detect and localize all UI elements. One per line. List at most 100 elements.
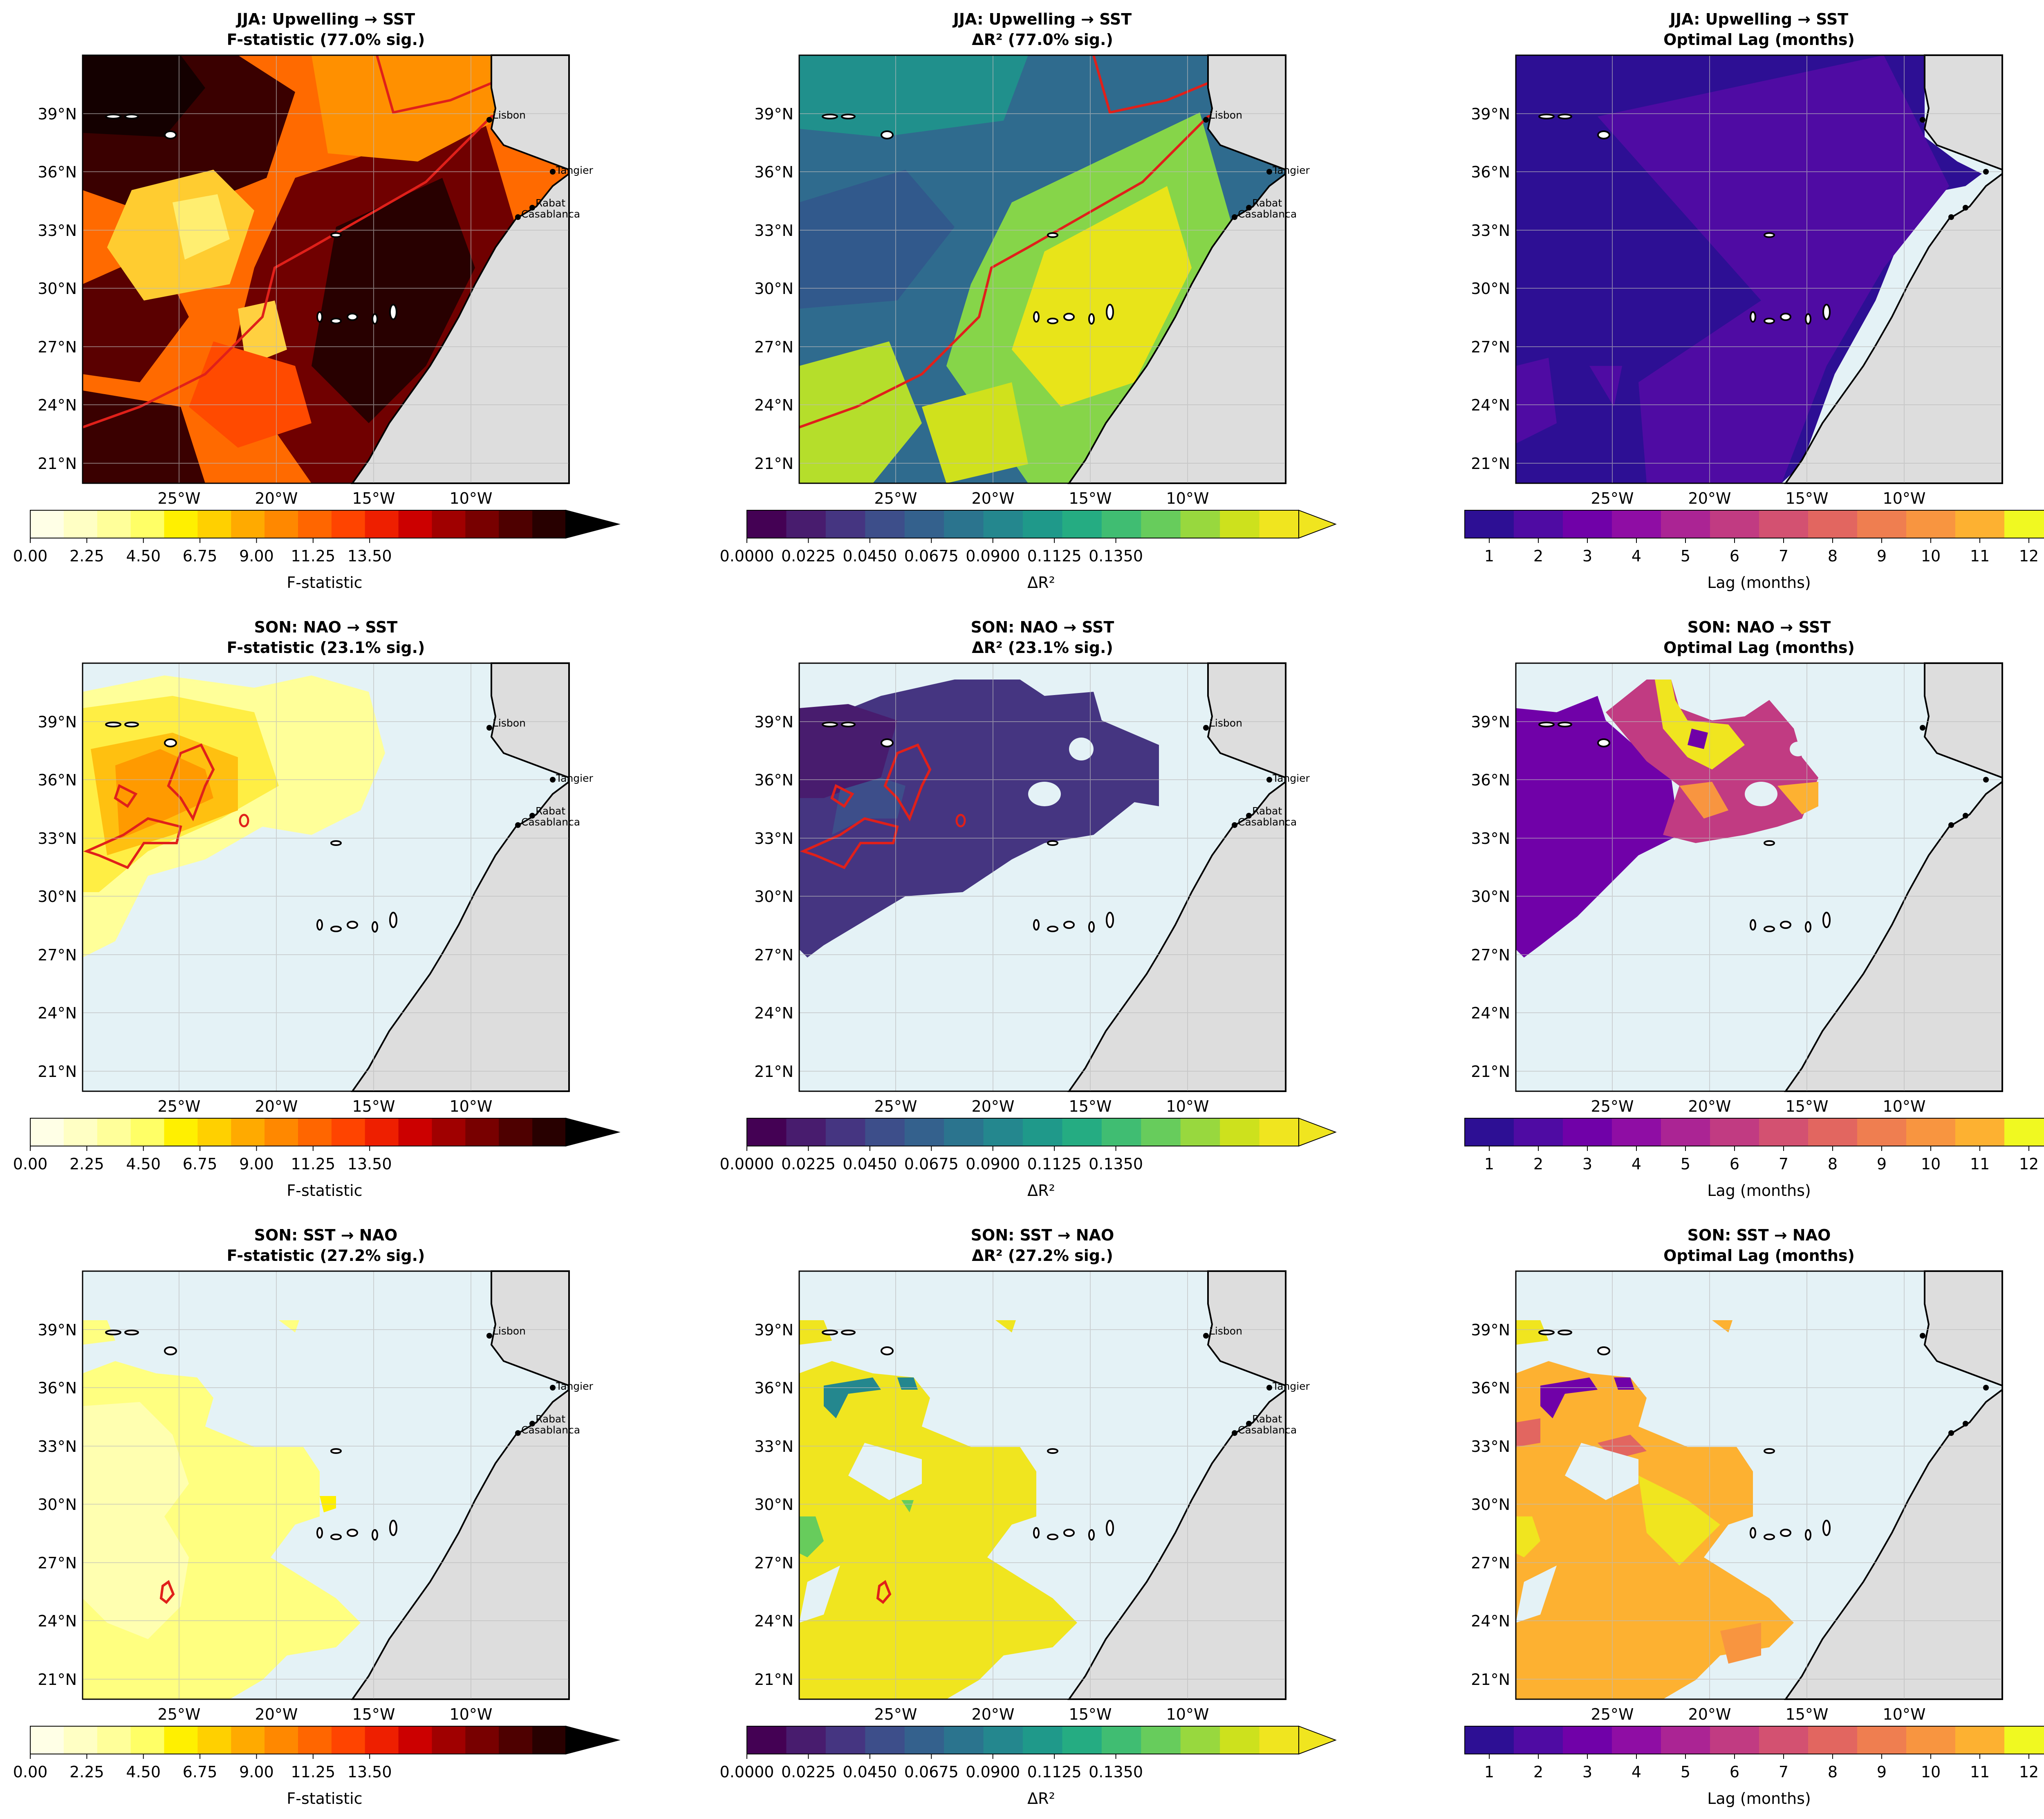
svg-text:36°N: 36°N xyxy=(754,163,793,181)
panel-title-line2: Optimal Lag (months) xyxy=(1663,1247,1855,1265)
panel-title-line1: SON: SST → NAO xyxy=(971,1226,1114,1244)
svg-text:20°W: 20°W xyxy=(1688,1705,1731,1723)
svg-text:30°N: 30°N xyxy=(754,280,793,298)
colorbar-extend-arrow xyxy=(1298,1117,1337,1147)
colorbar-lag: 1 2 3 4 5 6 7 8 9 10 11 12 Lag (months) xyxy=(1464,1118,2044,1200)
colorbar-cell xyxy=(197,510,231,538)
colorbar-tick-label: 0.1125 xyxy=(1027,547,1082,565)
map-frame xyxy=(798,54,1286,484)
svg-text:Casablanca: Casablanca xyxy=(521,816,580,828)
colorbar-cell xyxy=(1514,510,1563,538)
svg-text:10°W: 10°W xyxy=(1166,489,1209,507)
svg-text:33°N: 33°N xyxy=(1471,222,1510,240)
svg-text:Tangier: Tangier xyxy=(556,1380,593,1392)
fstat-field-layer xyxy=(83,663,569,1091)
colorbar-cell xyxy=(786,1726,826,1754)
colorbar-cell xyxy=(231,1118,265,1146)
colorbar-tick-label: 4 xyxy=(1632,1155,1641,1173)
colorbar-cell xyxy=(1612,1726,1661,1754)
panel-title-line1: SON: NAO → SST xyxy=(971,618,1114,636)
colorbar-cell xyxy=(1710,1726,1759,1754)
colorbar-cell xyxy=(1759,1726,1809,1754)
svg-text:27°N: 27°N xyxy=(1471,1554,1510,1572)
colorbar-tick-label: 3 xyxy=(1582,1763,1592,1781)
colorbar-tick-label: 9.00 xyxy=(239,1155,274,1173)
colorbar-tick-label: 0.00 xyxy=(13,547,48,565)
panel-title-line2: F-statistic (77.0% sig.) xyxy=(227,31,425,49)
gridlines xyxy=(1516,663,2002,1091)
svg-text:24°N: 24°N xyxy=(38,396,77,414)
svg-text:20°W: 20°W xyxy=(1688,489,1731,507)
land-mask xyxy=(1784,662,2003,1092)
colorbar-cell xyxy=(983,510,1023,538)
colorbar-tick-label: 6.75 xyxy=(183,547,217,565)
colorbar-cell xyxy=(465,1118,499,1146)
colorbar-cell xyxy=(1101,1726,1141,1754)
city-markers xyxy=(1920,725,1989,828)
colorbar-tick-label: 0.1125 xyxy=(1027,1763,1082,1781)
svg-text:24°N: 24°N xyxy=(38,1004,77,1022)
colorbar-cell xyxy=(1062,1118,1102,1146)
colorbar-tick-label: 4.50 xyxy=(126,1155,161,1173)
svg-text:30°N: 30°N xyxy=(754,1496,793,1514)
map-frame xyxy=(82,662,570,1092)
svg-text:30°N: 30°N xyxy=(38,280,77,298)
svg-text:Lisbon: Lisbon xyxy=(493,1325,526,1337)
colorbar-cell xyxy=(1180,510,1220,538)
colorbar-label: Lag (months) xyxy=(1707,1790,1811,1808)
panel-jja-upwelling-sst-fstat: JJA: Upwelling → SST F-statistic (77.0% … xyxy=(13,10,621,592)
colorbar-cell xyxy=(1661,1118,1710,1146)
land-mask xyxy=(351,54,570,484)
colorbar-tick-label: 13.50 xyxy=(347,1155,392,1173)
colorbar-tick-label: 0.00 xyxy=(13,1155,48,1173)
colorbar-tick-label: 0.0225 xyxy=(781,547,836,565)
svg-text:Tangier: Tangier xyxy=(1272,164,1310,176)
colorbar-tick-label: 4.50 xyxy=(126,547,161,565)
colorbar-tick-label: 9.00 xyxy=(239,1763,274,1781)
colorbar-tick-label: 0.0675 xyxy=(904,547,959,565)
svg-text:27°N: 27°N xyxy=(38,1554,77,1572)
svg-text:36°N: 36°N xyxy=(38,771,77,789)
colorbar-cell xyxy=(825,1726,865,1754)
gridlines xyxy=(83,1271,569,1699)
colorbar-fstat: 0.00 2.25 4.50 6.75 9.00 11.25 13.50 F-statist… xyxy=(13,1725,621,1808)
colorbar-cell xyxy=(465,1726,499,1754)
svg-text:Casablanca: Casablanca xyxy=(1238,816,1297,828)
colorbar-cell xyxy=(1906,1726,1956,1754)
colorbar-cell xyxy=(747,510,787,538)
svg-text:10°W: 10°W xyxy=(450,1705,493,1723)
svg-text:25°W: 25°W xyxy=(1591,1705,1634,1723)
svg-text:39°N: 39°N xyxy=(38,713,77,731)
colorbar-cell xyxy=(532,1118,566,1146)
colorbar-cell xyxy=(2004,1726,2044,1754)
svg-text:21°N: 21°N xyxy=(1471,1671,1510,1689)
svg-text:39°N: 39°N xyxy=(38,1321,77,1339)
svg-text:21°N: 21°N xyxy=(754,1063,793,1081)
colorbar-tick-label: 11.25 xyxy=(291,547,335,565)
map-frame xyxy=(798,1270,1286,1700)
map-area: Lisbon Tangier Rabat Casablanca 21°N 24°… xyxy=(754,1270,1310,1723)
colorbar-cell xyxy=(1955,1726,2005,1754)
colorbar-cell xyxy=(904,510,944,538)
colorbar-cell xyxy=(532,1726,566,1754)
svg-text:27°N: 27°N xyxy=(754,946,793,964)
colorbar-label: ΔR² xyxy=(1027,1182,1055,1200)
colorbar-cell xyxy=(1141,510,1181,538)
colorbar-cell xyxy=(1062,510,1102,538)
map-area: Lisbon Tangier Rabat Casablanca 21°N 24°… xyxy=(38,54,593,507)
islands xyxy=(822,114,1114,325)
colorbar-cell xyxy=(499,1726,533,1754)
lon-tick-labels: 25°W 20°W 15°W 10°W xyxy=(158,489,493,507)
svg-text:Lisbon: Lisbon xyxy=(493,109,526,121)
colorbar-tick-label: 13.50 xyxy=(347,1763,392,1781)
colorbar-cell xyxy=(865,1726,905,1754)
colorbar-tick-label: 5 xyxy=(1681,1763,1690,1781)
colorbar-tick-label: 0.0450 xyxy=(843,1155,897,1173)
lat-tick-labels: 21°N 24°N 27°N 30°N 33°N 36°N 39°N xyxy=(38,105,77,473)
colorbar-tick-label: 0.1350 xyxy=(1089,1763,1143,1781)
colorbar-tick-label: 11 xyxy=(1970,1155,1990,1173)
colorbar-cell xyxy=(1661,510,1710,538)
svg-text:33°N: 33°N xyxy=(38,830,77,848)
svg-text:15°W: 15°W xyxy=(1069,1097,1112,1115)
svg-text:Lisbon: Lisbon xyxy=(1209,109,1242,121)
